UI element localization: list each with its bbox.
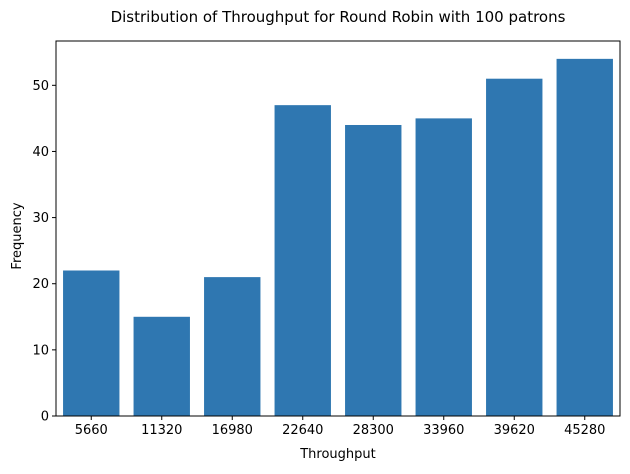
bar-11320 xyxy=(133,316,190,416)
bar-22640 xyxy=(274,105,331,416)
x-tick-label: 11320 xyxy=(141,423,182,438)
chart-title: Distribution of Throughput for Round Rob… xyxy=(111,8,566,26)
x-axis-label: Throughput xyxy=(299,447,376,462)
y-axis-label: Frequency xyxy=(10,202,25,269)
y-tick-label: 10 xyxy=(32,343,49,358)
bar-5660 xyxy=(63,270,120,416)
y-tick-label: 40 xyxy=(32,145,49,160)
bar-45280 xyxy=(556,58,613,416)
x-tick-label: 5660 xyxy=(75,423,108,438)
bar-28300 xyxy=(345,124,402,417)
y-tick-label: 20 xyxy=(32,277,49,292)
x-tick-label: 16980 xyxy=(212,423,253,438)
plot-frame xyxy=(55,40,621,417)
y-tick-label: 30 xyxy=(32,211,49,226)
x-tick-label: 39620 xyxy=(494,423,535,438)
bar-33960 xyxy=(415,118,472,416)
ticks-layer: 5660 11320 16980 22640 28300 33960 39620 45280 0… xyxy=(32,79,605,438)
x-tick-label: 22640 xyxy=(282,423,323,438)
x-tick-label: 45280 xyxy=(564,423,605,438)
bars-layer xyxy=(63,58,613,417)
bar-39620 xyxy=(486,78,543,416)
bar-16980 xyxy=(204,277,261,416)
y-tick-label: 50 xyxy=(32,79,49,94)
x-tick-label: 28300 xyxy=(353,423,394,438)
x-tick-label: 33960 xyxy=(423,423,464,438)
axes-layer xyxy=(55,40,621,417)
y-tick-label: 0 xyxy=(41,410,49,425)
